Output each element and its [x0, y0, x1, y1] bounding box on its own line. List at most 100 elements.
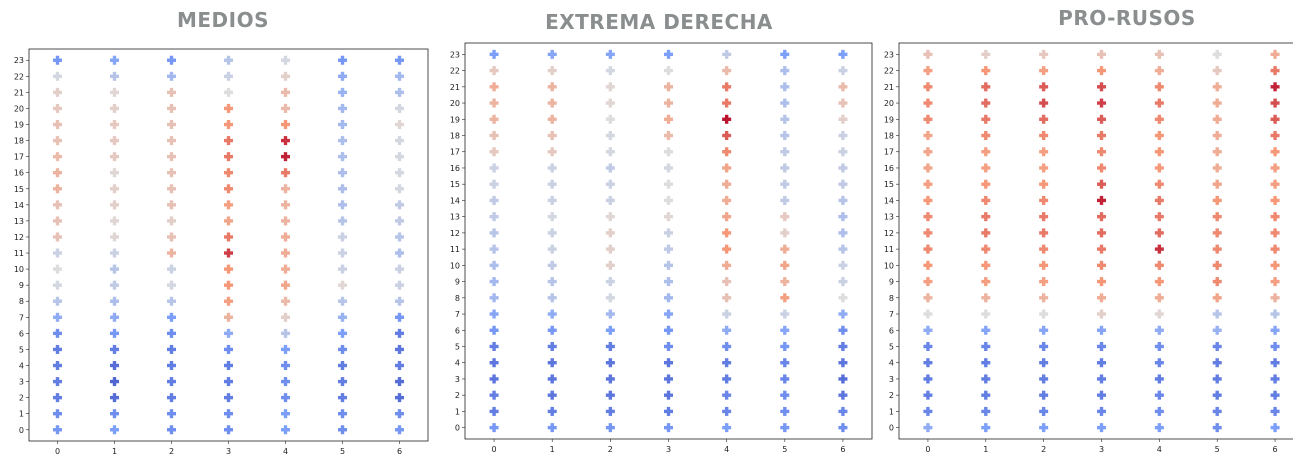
plus-marker	[167, 248, 176, 258]
plus-marker	[167, 425, 176, 435]
plus-marker	[281, 248, 290, 258]
plus-marker-bar	[608, 114, 613, 124]
y-tick-label: 8	[455, 294, 460, 303]
plus-marker-bar	[550, 390, 554, 400]
plus-marker	[605, 423, 615, 433]
plus-marker-bar	[169, 409, 174, 419]
plus-marker	[923, 179, 933, 189]
plus-marker-bar	[1157, 325, 1162, 335]
plus-marker-bar	[984, 98, 988, 108]
plus-marker	[224, 425, 233, 435]
plus-marker-bar	[724, 390, 729, 400]
plus-marker-bar	[926, 98, 930, 108]
plus-marker	[1270, 66, 1280, 76]
plus-marker	[395, 200, 404, 210]
plus-marker	[489, 325, 499, 335]
plus-marker	[664, 244, 673, 254]
y-tick-label: 22	[14, 72, 24, 81]
plus-marker-bar	[55, 216, 60, 226]
plus-marker-bar	[724, 423, 729, 433]
plus-marker-bar	[1273, 212, 1277, 222]
plus-marker-bar	[608, 309, 613, 319]
plus-marker	[395, 360, 404, 370]
plus-marker	[224, 87, 233, 97]
plus-marker-bar	[340, 71, 345, 81]
plus-marker	[605, 131, 615, 141]
plus-marker	[722, 374, 732, 384]
plus-marker-bar	[550, 260, 554, 270]
plus-marker-bar	[608, 98, 613, 108]
plus-marker	[547, 406, 557, 416]
plus-marker-bar	[1157, 212, 1162, 222]
plus-marker	[395, 248, 404, 258]
plus-marker-bar	[841, 98, 845, 108]
plus-marker	[224, 393, 233, 403]
plus-marker-bar	[1099, 244, 1104, 254]
plus-marker-bar	[340, 312, 345, 322]
plus-marker	[547, 390, 557, 400]
plus-marker	[780, 98, 790, 108]
plus-marker-bar	[926, 277, 930, 287]
plus-marker-bar	[984, 66, 988, 76]
plus-marker	[981, 228, 991, 238]
plus-marker-bar	[926, 131, 930, 141]
plus-marker-bar	[1041, 114, 1046, 124]
plus-marker-bar	[724, 131, 729, 141]
plus-marker-bar	[169, 232, 174, 242]
plus-marker	[605, 66, 615, 76]
plus-marker-bar	[841, 163, 845, 173]
plus-marker-bar	[397, 216, 402, 226]
plus-marker-bar	[926, 244, 930, 254]
plus-marker	[1212, 147, 1222, 157]
plus-marker	[489, 277, 499, 287]
plus-marker	[224, 377, 233, 387]
plus-marker	[1097, 374, 1106, 384]
plus-marker	[1097, 260, 1106, 270]
plus-marker	[547, 423, 557, 433]
plus-marker	[981, 390, 991, 400]
plus-marker	[1270, 423, 1280, 433]
x-tick-label: 3	[1099, 445, 1104, 454]
plus-marker	[110, 328, 119, 338]
plus-marker	[395, 216, 404, 226]
plus-marker	[224, 312, 233, 322]
plus-marker	[981, 49, 991, 59]
plus-marker	[547, 147, 557, 157]
plus-marker	[981, 66, 991, 76]
plus-marker-bar	[1157, 423, 1162, 433]
y-tick-label: 5	[889, 342, 894, 351]
plus-marker	[1154, 212, 1164, 222]
plus-marker-bar	[492, 423, 496, 433]
plus-marker	[605, 49, 615, 59]
plus-marker-bar	[841, 179, 845, 189]
plus-marker-bar	[926, 179, 930, 189]
plus-marker-bar	[1273, 114, 1277, 124]
plus-marker	[981, 163, 991, 173]
plus-marker	[224, 360, 233, 370]
plus-marker	[780, 114, 790, 124]
plus-marker-bar	[226, 264, 231, 274]
plus-marker	[110, 168, 119, 178]
plus-marker	[110, 152, 119, 162]
plus-marker-bar	[1041, 228, 1046, 238]
plus-marker	[605, 277, 615, 287]
plus-marker-bar	[1215, 374, 1219, 384]
plus-marker	[722, 423, 732, 433]
plus-marker	[281, 200, 290, 210]
plus-marker	[923, 114, 933, 124]
plus-marker-bar	[666, 195, 671, 205]
plus-marker-bar	[397, 264, 402, 274]
plus-marker-bar	[1099, 277, 1104, 287]
plus-marker-bar	[1157, 98, 1162, 108]
plus-marker-bar	[1099, 358, 1104, 368]
plus-marker-bar	[397, 425, 402, 435]
plus-marker-bar	[226, 152, 231, 162]
plus-marker-bar	[724, 341, 729, 351]
plus-marker-bar	[1099, 82, 1104, 92]
y-tick-label: 9	[889, 278, 894, 287]
plus-marker-bar	[112, 71, 117, 81]
plus-marker	[722, 325, 732, 335]
x-tick-label: 4	[1157, 445, 1162, 454]
plus-marker-bar	[984, 390, 988, 400]
plus-marker	[981, 358, 991, 368]
